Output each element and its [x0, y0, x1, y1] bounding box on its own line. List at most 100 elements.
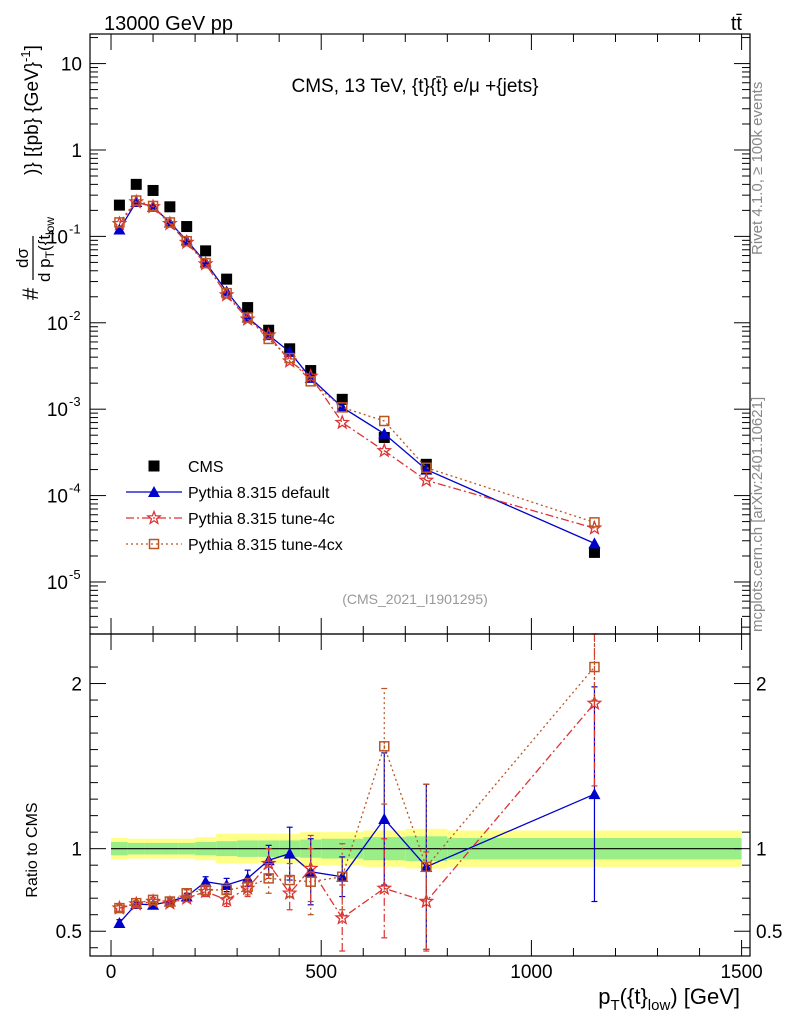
cms-point — [200, 245, 212, 257]
pythia-8-315-tune-4cx-ratio-point — [164, 896, 176, 907]
y-tick-exponent: -3 — [69, 394, 81, 409]
process-label: tt̄ — [731, 13, 743, 35]
xlabel-sub: T — [610, 997, 619, 1014]
pythia-8-315-tune-4c-ratio-point — [586, 694, 603, 711]
ylabel-tail: )} [{pb} {GeV}-1] — [18, 45, 43, 175]
beam-label: 13000 GeV pp — [104, 13, 233, 35]
pythia-8-315-tune-4cx-point — [284, 352, 295, 364]
pythia-8-315-default-ratio-point — [113, 916, 126, 928]
ratio-y-tick-label: 1 — [71, 840, 82, 861]
pythia-8-315-tune-4cx-point — [421, 462, 432, 473]
pythia-8-315-tune-4c-point — [334, 414, 351, 430]
y-tick-label: 10 — [47, 314, 68, 335]
pythia-8-315-tune-4c-ratio-point — [376, 879, 393, 896]
ylabel-num: dσ — [13, 248, 32, 268]
cms-point — [130, 178, 142, 190]
pythia-8-315-tune-4cx-point — [114, 217, 125, 228]
pythia-8-315-tune-4cx-point — [242, 312, 253, 323]
pythia-8-315-tune-4cx-point — [147, 200, 159, 212]
pythia-8-315-tune-4cx-point — [164, 217, 176, 228]
pythia-8-315-default-ratio-point — [588, 788, 601, 800]
cms-point — [113, 199, 125, 211]
pythia-8-315-tune-4cx-point — [589, 517, 600, 528]
pythia-8-315-tune-4c-point — [418, 472, 435, 488]
x-tick-label: 0 — [106, 962, 117, 983]
ratio-y-tick-label: 0.5 — [56, 922, 82, 943]
ylabel-den-arg: ({t — [35, 235, 54, 251]
x-tick-label: 1000 — [510, 962, 552, 983]
pythia-8-315-tune-4cx-line — [118, 199, 595, 523]
ylabel-tail-end: ] — [22, 45, 43, 50]
ratio-y-tick-label-right: 2 — [756, 675, 767, 696]
y-tick-label: 10 — [61, 55, 82, 76]
y-tick-exponent: -2 — [69, 308, 81, 323]
pythia-8-315-tune-4cx-ratio-line — [119, 666, 595, 909]
main-x-ticks — [110, 34, 743, 634]
pythia-8-315-default-ratio-point — [283, 847, 296, 859]
ylabel-den-sub: T — [43, 250, 57, 258]
cms-legend-marker — [148, 460, 160, 472]
analysis-id-label: (CMS_2021_I1901295) — [342, 591, 488, 607]
cms-point — [336, 393, 348, 405]
pythia-8-315-tune-4cx-point — [379, 415, 390, 427]
pythia-8-315-tune-4c-line — [118, 201, 595, 529]
cms-legend-label: CMS — [188, 459, 224, 476]
pythia-8-315-default-ratio-point — [378, 812, 391, 824]
cms-point — [181, 221, 193, 233]
ylabel-hash: # — [18, 287, 43, 300]
pythia-8-315-tune-4c-ratio-point — [302, 860, 319, 876]
pythia-8-315-tune-4cx-legend-marker — [148, 538, 160, 550]
y-tick-exponent: -4 — [69, 481, 81, 496]
legend: CMS Pythia 8.315 default Pythia 8.315 tune… — [126, 459, 343, 554]
pythia-8-315-tune-4cx-ratio-point — [147, 894, 159, 906]
xlabel-end: ) [GeV] — [670, 984, 740, 1009]
pythia-8-315-tune-4cx-ratio-point — [284, 874, 295, 886]
x-tick-label: 500 — [305, 962, 337, 983]
pythia-8-315-tune-4cx-ratio-point — [379, 741, 390, 752]
y-tick-label: 10 — [47, 227, 68, 248]
cms-point — [164, 201, 176, 213]
ylabel-den-p: d p — [35, 258, 54, 282]
pythia-8-315-tune-4cx-legend-label: Pythia 8.315 tune-4cx — [188, 537, 343, 554]
pythia-8-315-tune-4cx-point — [221, 287, 232, 299]
ylabel-den-arg-sub: low — [43, 217, 57, 235]
pythia-8-315-tune-4cx-ratio-point — [114, 902, 125, 914]
pythia-8-315-default-point — [336, 401, 349, 413]
xlabel-arg-sub: low — [648, 997, 671, 1014]
ratio-axes: 0 500 1000 1500 0.5 0.5 1 1 2 2 — [56, 634, 782, 983]
pythia-8-315-tune-4cx-ratio-point — [181, 888, 192, 899]
pythia-8-315-tune-4c-point — [302, 367, 319, 384]
pythia-8-315-tune-4cx-ratio-point — [589, 661, 600, 673]
pythia-8-315-tune-4cx-point — [305, 376, 316, 387]
mcplots-label: mcplots.cern.ch [arXiv:2401.10621] — [749, 397, 766, 632]
rivet-version-label: Rivet 4.1.0, ≥ 100k events — [749, 82, 766, 255]
pythia-8-315-default-point — [113, 223, 126, 235]
pythia-8-315-tune-4c-legend-label: Pythia 8.315 tune-4c — [188, 511, 335, 528]
y-tick-label: 10 — [47, 400, 68, 421]
ylabel-den: d pT({tlow — [35, 217, 57, 282]
pythia-8-315-tune-4cx-ratio-point — [130, 897, 142, 909]
pythia-8-315-default-ratio-point — [220, 878, 233, 890]
pythia-8-315-default-legend-marker — [148, 486, 160, 497]
pythia-8-315-tune-4cx-point — [336, 402, 348, 413]
main-series-layer — [111, 178, 603, 558]
y-tick-exponent: -5 — [69, 567, 81, 582]
ratio-series-layer — [111, 633, 603, 952]
x-axis-label: pT({t}low) [GeV] — [598, 984, 740, 1014]
pythia-8-315-tune-4cx-ratio-point — [221, 884, 232, 896]
y-tick-label: 10 — [47, 487, 68, 508]
ratio-y-tick-label: 2 — [71, 675, 82, 696]
ylabel-tail-text: )} [{pb} {GeV} — [22, 62, 43, 175]
pythia-8-315-default-ratio-point — [199, 875, 212, 887]
y-tick-label: 10 — [47, 573, 68, 594]
pythia-8-315-tune-4c-ratio-point — [334, 909, 351, 925]
cms-point — [588, 546, 600, 558]
pythia-8-315-tune-4cx-ratio-point — [242, 881, 253, 892]
pythia-8-315-tune-4cx-ratio-point — [421, 861, 432, 873]
pythia-8-315-tune-4cx-point — [200, 257, 211, 269]
xlabel-p: p — [598, 984, 610, 1009]
ylabel-tail-sup: -1 — [18, 50, 33, 62]
pythia-8-315-tune-4c-ratio-line — [119, 702, 595, 919]
ratio-y-tick-label-right: 1 — [756, 840, 767, 861]
